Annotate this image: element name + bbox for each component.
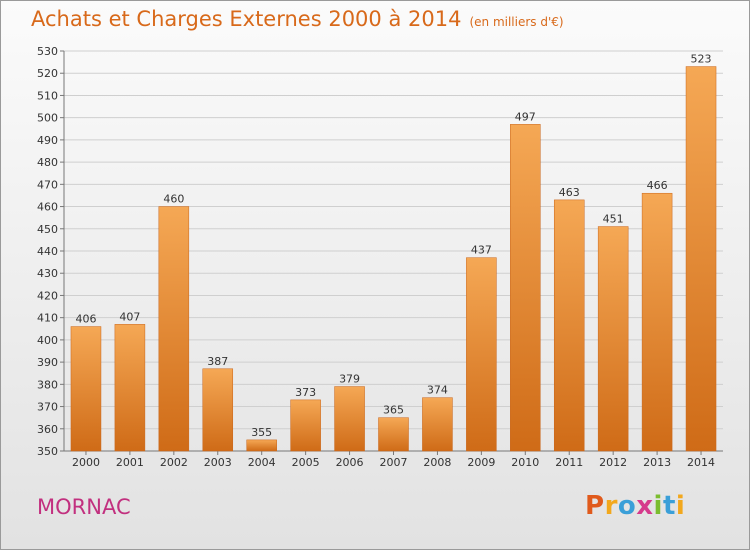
y-tick-label: 420 xyxy=(37,289,58,302)
y-tick-label: 380 xyxy=(37,378,58,391)
logo-letter: i xyxy=(675,491,686,521)
data-label-2011: 463 xyxy=(559,186,580,199)
y-tick-label: 470 xyxy=(37,178,58,191)
bar-2009 xyxy=(466,257,497,452)
y-tick-label: 450 xyxy=(37,223,58,236)
x-tick-label-2000: 2000 xyxy=(72,456,100,469)
data-label-2001: 407 xyxy=(119,310,140,323)
x-tick-labels: 2000 2001 2002 2003 2004 2005 2006 2007 2008 2009… xyxy=(72,456,715,469)
bar-2003 xyxy=(202,368,234,452)
logo-letter: t xyxy=(662,491,676,521)
y-tick-label: 500 xyxy=(37,112,58,125)
chart-subtitle: (en milliers d'€) xyxy=(469,15,564,29)
bar-2000 xyxy=(70,326,102,452)
data-label-2012: 451 xyxy=(603,213,624,226)
data-label-2000: 406 xyxy=(75,313,96,326)
y-tick-label: 370 xyxy=(37,401,58,414)
data-label-2004: 355 xyxy=(251,426,272,439)
bar-2006 xyxy=(334,386,365,452)
x-tick-label-2002: 2002 xyxy=(160,456,188,469)
chart-title: Achats et Charges Externes 2000 à 2014 (e… xyxy=(31,7,564,31)
data-labels: 406 407 460 387 355 373 379 365 374 437 497 463 451 4… xyxy=(75,53,711,439)
y-tick-label: 360 xyxy=(37,423,58,436)
data-label-2009: 437 xyxy=(471,244,492,257)
bar-2007 xyxy=(378,417,409,452)
bar-2004 xyxy=(246,439,277,452)
logo-letter: x xyxy=(636,491,654,521)
data-label-2013: 466 xyxy=(647,179,668,192)
x-tick-label-2012: 2012 xyxy=(599,456,627,469)
x-tick-label-2014: 2014 xyxy=(687,456,715,469)
data-label-2014: 523 xyxy=(691,53,712,66)
data-label-2010: 497 xyxy=(515,110,536,123)
y-tick-label: 410 xyxy=(37,312,58,325)
x-tick-label-2005: 2005 xyxy=(292,456,320,469)
data-label-2008: 374 xyxy=(427,384,448,397)
logo-letter: r xyxy=(604,491,618,521)
y-tick-label: 350 xyxy=(37,445,58,458)
x-tick-label-2008: 2008 xyxy=(423,456,451,469)
x-tick-label-2011: 2011 xyxy=(555,456,583,469)
y-tick-label: 490 xyxy=(37,134,58,147)
bar-2008 xyxy=(422,397,453,452)
x-tick-label-2001: 2001 xyxy=(116,456,144,469)
x-tick-label-2009: 2009 xyxy=(467,456,495,469)
x-tick-label-2007: 2007 xyxy=(380,456,408,469)
chart-title-text: Achats et Charges Externes 2000 à 2014 xyxy=(31,7,462,31)
x-tick-label-2004: 2004 xyxy=(248,456,276,469)
logo-letter: P xyxy=(585,491,605,521)
data-label-2002: 460 xyxy=(163,193,184,206)
place-name: MORNAC xyxy=(37,495,131,519)
bar-2005 xyxy=(290,399,321,452)
y-tick-label: 480 xyxy=(37,156,58,169)
data-label-2005: 373 xyxy=(295,386,316,399)
y-tick-label: 530 xyxy=(37,45,58,58)
x-tick-label-2010: 2010 xyxy=(511,456,539,469)
x-tick-label-2006: 2006 xyxy=(336,456,364,469)
bar-2012 xyxy=(597,226,629,452)
x-tick-label-2013: 2013 xyxy=(643,456,671,469)
logo-letter: i xyxy=(653,491,663,521)
y-tick-label: 460 xyxy=(37,201,58,214)
y-tick-labels: 350 360 370 380 390 400 410 420 430 440 450 460 470 4… xyxy=(37,45,58,458)
y-tick-label: 510 xyxy=(37,89,58,102)
bar-2011 xyxy=(553,199,585,452)
proxiti-logo: Proxiti xyxy=(585,491,685,521)
data-label-2007: 365 xyxy=(383,404,404,417)
logo-letter: o xyxy=(617,491,637,521)
bar-2001 xyxy=(114,324,146,452)
y-tick-label: 440 xyxy=(37,245,58,258)
bars xyxy=(70,66,717,452)
bar-2002 xyxy=(158,206,190,452)
bar-2010 xyxy=(510,124,541,452)
bar-2014 xyxy=(685,66,717,452)
data-label-2003: 387 xyxy=(207,355,228,368)
bar-2013 xyxy=(641,192,673,452)
y-tick-label: 390 xyxy=(37,356,58,369)
y-tick-label: 400 xyxy=(37,334,58,347)
y-tick-label: 430 xyxy=(37,267,58,280)
data-label-2006: 379 xyxy=(339,373,360,386)
y-tick-label: 520 xyxy=(37,67,58,80)
x-tick-label-2003: 2003 xyxy=(204,456,232,469)
